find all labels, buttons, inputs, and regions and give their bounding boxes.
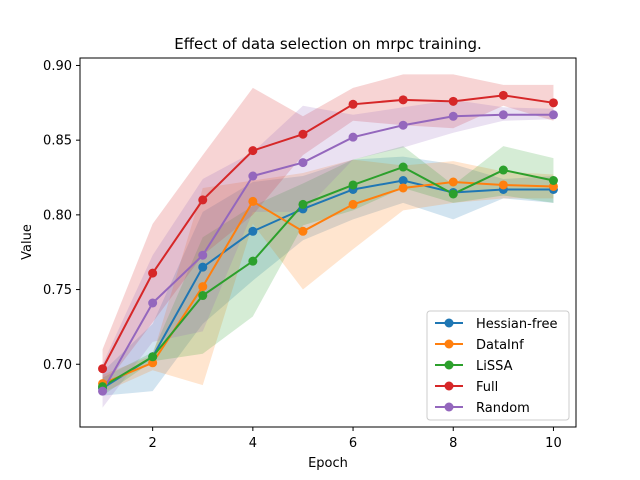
confidence-bands — [102, 74, 554, 408]
point-2-1 — [148, 352, 158, 362]
point-0-2 — [198, 262, 208, 272]
point-3-2 — [198, 195, 208, 205]
legend-marker-3 — [444, 381, 454, 391]
point-4-9 — [548, 110, 558, 120]
point-4-5 — [348, 132, 358, 142]
legend-label-4: Random — [476, 401, 530, 416]
point-3-0 — [98, 364, 108, 374]
x-tick-label-4: 10 — [545, 436, 562, 451]
band-3 — [102, 74, 554, 389]
point-2-6 — [398, 162, 408, 172]
legend-box — [426, 310, 570, 421]
series-line-0 — [102, 179, 554, 390]
x-tick-label-3: 8 — [449, 436, 457, 451]
point-3-8 — [498, 90, 508, 100]
point-4-2 — [198, 250, 208, 260]
point-4-4 — [298, 158, 308, 168]
y-axis-label: Value — [20, 224, 35, 260]
legend-label-0: Hessian-free — [476, 317, 557, 332]
point-3-7 — [448, 96, 458, 106]
point-3-9 — [548, 98, 558, 108]
legend-label-2: LiSSA — [476, 359, 513, 374]
point-1-8 — [498, 180, 508, 190]
x-axis-label: Epoch — [308, 456, 348, 471]
y-tick-label-2: 0.80 — [43, 208, 72, 223]
chart-title: Effect of data selection on mrpc trainin… — [174, 35, 482, 53]
x-tick-label-1: 4 — [249, 436, 257, 451]
point-4-0 — [98, 386, 108, 396]
x-tick-label-0: 2 — [149, 436, 157, 451]
y-tick-label-3: 0.85 — [43, 134, 72, 149]
point-2-9 — [548, 176, 558, 185]
x-axis-ticks: 2 4 6 8 10 — [149, 427, 562, 451]
legend: Hessian-free DataInf LiSSA Full Random — [426, 310, 570, 421]
point-2-8 — [498, 165, 508, 175]
point-0-6 — [398, 176, 408, 185]
y-tick-label-0: 0.70 — [43, 358, 72, 373]
legend-label-1: DataInf — [476, 338, 524, 353]
legend-marker-2 — [444, 360, 454, 370]
band-4 — [102, 99, 554, 408]
point-1-4 — [298, 226, 308, 236]
point-2-2 — [198, 291, 208, 301]
series-line-4 — [101, 113, 554, 392]
point-4-8 — [498, 110, 508, 120]
band-1 — [102, 159, 554, 393]
point-2-7 — [448, 189, 458, 199]
point-1-5 — [348, 199, 358, 209]
x-tick-label-2: 6 — [349, 436, 357, 451]
series-lines — [101, 94, 554, 392]
legend-marker-1 — [444, 339, 454, 349]
point-1-3 — [248, 196, 258, 206]
plot-frame — [79, 57, 577, 428]
point-2-4 — [298, 199, 308, 209]
point-3-4 — [298, 129, 308, 139]
point-2-5 — [348, 180, 358, 190]
legend-marker-0 — [444, 318, 454, 328]
point-3-3 — [248, 146, 258, 156]
legend-marker-4 — [444, 402, 454, 412]
point-4-6 — [398, 120, 408, 130]
series-line-2 — [102, 165, 554, 388]
legend-label-3: Full — [476, 380, 498, 395]
point-4-7 — [448, 111, 458, 121]
y-axis-ticks: 0.70 0.75 0.80 0.85 0.90 — [43, 59, 80, 373]
point-3-6 — [398, 95, 408, 105]
point-4-1 — [148, 298, 158, 308]
point-1-7 — [448, 177, 458, 187]
point-2-3 — [248, 256, 258, 266]
point-0-3 — [248, 226, 258, 236]
point-1-2 — [198, 282, 208, 292]
series-markers — [98, 90, 558, 396]
y-tick-label-1: 0.75 — [43, 283, 72, 298]
band-2 — [102, 146, 554, 396]
y-tick-label-4: 0.90 — [43, 59, 72, 74]
point-3-1 — [148, 268, 158, 278]
point-1-6 — [398, 183, 408, 193]
series-line-3 — [101, 94, 554, 370]
band-0 — [102, 156, 554, 396]
point-4-3 — [248, 171, 258, 181]
point-3-5 — [348, 99, 358, 109]
